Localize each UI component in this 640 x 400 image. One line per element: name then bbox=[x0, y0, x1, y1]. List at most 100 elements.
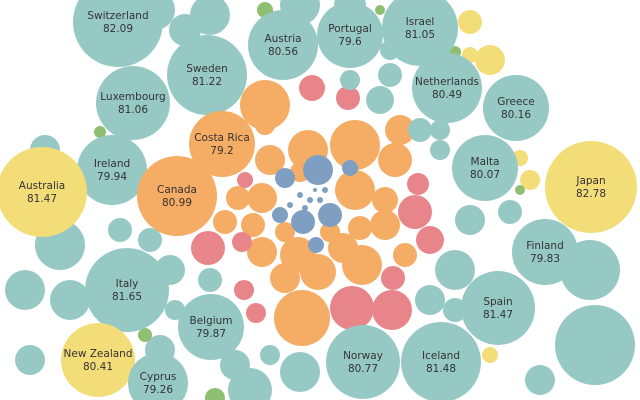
bubble-decor bbox=[415, 285, 445, 315]
bubble-decor bbox=[274, 290, 330, 346]
bubble-decor bbox=[287, 202, 293, 208]
bubble-decor bbox=[297, 192, 303, 198]
bubble-value: 79.94 bbox=[97, 171, 127, 183]
bubble-decor bbox=[555, 305, 635, 385]
bubble bbox=[401, 322, 481, 400]
bubble-decor bbox=[255, 145, 285, 175]
bubble-value: 79.26 bbox=[143, 384, 173, 396]
bubble bbox=[512, 219, 578, 285]
bubble-decor bbox=[336, 86, 360, 110]
bubble-decor bbox=[291, 210, 315, 234]
bubble-value: 80.99 bbox=[162, 197, 192, 209]
bubble bbox=[189, 111, 255, 177]
bubble-decor bbox=[378, 63, 402, 87]
bubble-label: Costa Rica bbox=[194, 132, 250, 144]
bubble-decor bbox=[226, 186, 250, 210]
bubble-decor bbox=[515, 185, 525, 195]
bubble-decor bbox=[15, 345, 45, 375]
bubble bbox=[483, 75, 549, 141]
bubble bbox=[382, 0, 458, 66]
bubble-value: 80.49 bbox=[432, 89, 462, 101]
bubble-decor bbox=[5, 270, 45, 310]
bubble-decor bbox=[313, 188, 317, 192]
bubble-label: Malta bbox=[471, 156, 500, 168]
bubble-decor bbox=[375, 5, 385, 15]
bubble-decor bbox=[498, 200, 522, 224]
bubble-decor bbox=[260, 345, 280, 365]
bubble bbox=[326, 325, 400, 399]
bubble-value: 80.77 bbox=[348, 363, 378, 375]
bubble-decor bbox=[381, 266, 405, 290]
bubble-decor bbox=[348, 216, 372, 240]
bubble-label: Japan bbox=[575, 175, 605, 187]
bubble-decor bbox=[366, 86, 394, 114]
bubble-decor bbox=[398, 195, 432, 229]
bubble-decor bbox=[138, 328, 152, 342]
bubble-label: Finland bbox=[526, 240, 564, 252]
bubble-label: Norway bbox=[343, 350, 383, 362]
bubble-decor bbox=[198, 268, 222, 292]
bubble-decor bbox=[205, 388, 225, 400]
bubble bbox=[61, 323, 135, 397]
bubble-label: Ireland bbox=[94, 158, 130, 170]
bubble-value: 81.65 bbox=[112, 291, 142, 303]
bubble-value: 80.56 bbox=[268, 46, 298, 58]
bubble bbox=[461, 271, 535, 345]
bubble-decor bbox=[232, 232, 252, 252]
bubble-decor bbox=[525, 365, 555, 395]
bubble bbox=[178, 294, 244, 360]
bubble-decor bbox=[50, 280, 90, 320]
bubble-label: Austria bbox=[264, 33, 301, 45]
bubble-decor bbox=[430, 140, 450, 160]
bubble-decor bbox=[246, 303, 266, 323]
bubble-decor bbox=[280, 352, 320, 392]
bubble-decor bbox=[330, 120, 380, 170]
bubble-decor bbox=[372, 290, 412, 330]
bubble-value: 81.47 bbox=[27, 193, 57, 205]
bubble-value: 80.16 bbox=[501, 109, 531, 121]
bubble-value: 79.2 bbox=[210, 145, 233, 157]
bubble-decor bbox=[191, 231, 225, 265]
bubble-label: Australia bbox=[19, 180, 65, 192]
bubble-decor bbox=[370, 210, 400, 240]
bubble-decor bbox=[342, 160, 358, 176]
bubble-decor bbox=[275, 168, 295, 188]
bubble bbox=[412, 53, 482, 123]
bubble bbox=[137, 156, 217, 236]
bubble-decor bbox=[416, 226, 444, 254]
bubble-decor bbox=[108, 218, 132, 242]
bubble-label: Spain bbox=[483, 296, 512, 308]
bubble-label: Canada bbox=[157, 184, 197, 196]
bubble bbox=[248, 10, 318, 80]
bubble-value: 79.83 bbox=[530, 253, 560, 265]
bubble-decor bbox=[475, 45, 505, 75]
bubble-decor bbox=[247, 183, 277, 213]
bubble-decor bbox=[255, 115, 275, 135]
bubble-decor bbox=[213, 210, 237, 234]
bubble-decor bbox=[247, 237, 277, 267]
bubble-value: 81.47 bbox=[483, 309, 513, 321]
bubble-label: Iceland bbox=[422, 350, 460, 362]
bubble-value: 79.6 bbox=[338, 36, 362, 48]
bubble bbox=[85, 248, 169, 332]
bubble-decor bbox=[385, 115, 415, 145]
bubble-decor bbox=[455, 205, 485, 235]
bubble-decor bbox=[240, 80, 290, 130]
bubble-decor bbox=[443, 298, 467, 322]
bubble-decor bbox=[378, 143, 412, 177]
bubble-decor bbox=[407, 173, 429, 195]
bubble bbox=[77, 135, 147, 205]
bubble-decor bbox=[241, 213, 265, 237]
bubble-decor bbox=[237, 172, 253, 188]
bubble bbox=[317, 2, 383, 68]
bubble bbox=[167, 35, 247, 115]
bubble-label: Greece bbox=[497, 96, 534, 108]
bubble-decor bbox=[430, 120, 450, 140]
bubble-value: 81.05 bbox=[405, 29, 435, 41]
bubble-decor bbox=[408, 118, 432, 142]
bubble-decor bbox=[520, 170, 540, 190]
bubble-value: 82.78 bbox=[576, 188, 606, 200]
bubble-decor bbox=[275, 222, 295, 242]
bubble-decor bbox=[482, 347, 498, 363]
bubble-decor bbox=[300, 254, 336, 290]
